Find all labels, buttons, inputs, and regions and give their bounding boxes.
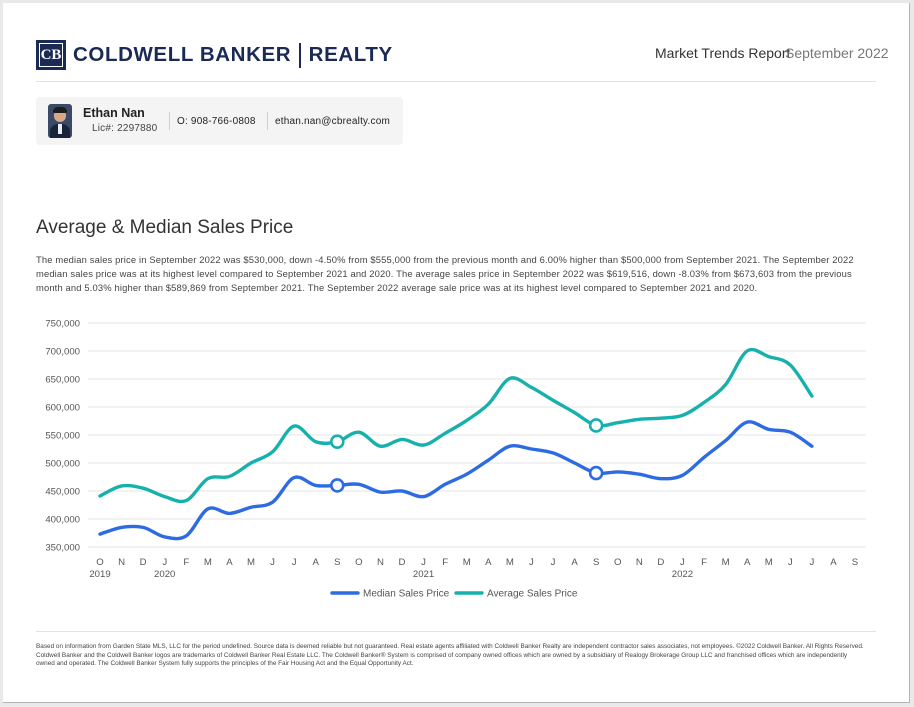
report-title: Market Trends Report (655, 45, 791, 61)
x-tick-label: F (701, 557, 707, 568)
x-tick-label: S (852, 557, 858, 568)
agent-license: Lic#: 2297880 (92, 123, 158, 134)
x-tick-label: A (226, 557, 233, 568)
y-tick-label: 550,000 (45, 431, 80, 442)
y-tick-label: 750,000 (45, 319, 80, 330)
agent-email[interactable]: ethan.nan@cbrealty.com (275, 116, 390, 127)
x-tick-label: A (571, 557, 578, 568)
y-tick-label: 450,000 (45, 487, 80, 498)
x-tick-label: J (788, 557, 793, 568)
cb-logo-icon: CB (36, 40, 66, 70)
x-tick-label: A (313, 557, 320, 568)
x-tick-label: A (744, 557, 751, 568)
header-divider (36, 81, 876, 82)
x-tick-label: J (270, 557, 275, 568)
highlight-point (329, 434, 345, 450)
x-tick-label: J (529, 557, 534, 568)
x-tick-label: F (183, 557, 189, 568)
legend-label: Median Sales Price (363, 589, 450, 600)
y-tick-label: 600,000 (45, 403, 80, 414)
section-title: Average & Median Sales Price (36, 217, 294, 238)
agent-phone[interactable]: O: 908-766-0808 (177, 116, 256, 127)
median-series-line (98, 420, 814, 541)
brand-name: COLDWELL BANKER (73, 43, 292, 66)
highlight-point (329, 478, 345, 493)
x-tick-label: M (722, 557, 730, 568)
highlight-point (588, 418, 604, 433)
brand-logo: CB COLDWELL BANKER REALTY (36, 39, 393, 71)
x-tick-label: N (118, 557, 125, 568)
report-date: September 2022 (785, 45, 889, 61)
x-tick-label: D (399, 557, 406, 568)
section-description: The median sales price in September 2022… (36, 254, 854, 293)
x-tick-label: A (485, 557, 492, 568)
x-tick-label: O (96, 557, 103, 568)
y-tick-label: 650,000 (45, 375, 80, 386)
agent-card: Ethan Nan Lic#: 2297880 O: 908-766-0808 … (36, 97, 403, 145)
x-tick-label: D (140, 557, 147, 568)
brand-subname: REALTY (308, 43, 393, 66)
x-tick-label: D (657, 557, 664, 568)
x-tick-label: J (292, 557, 297, 568)
x-tick-label: F (442, 557, 448, 568)
x-tick-label: J (809, 557, 814, 568)
x-tick-label: A (830, 557, 837, 568)
x-tick-label: S (334, 557, 340, 568)
y-tick-label: 400,000 (45, 515, 80, 526)
x-tick-label: O (355, 557, 362, 568)
footer-divider (36, 631, 876, 632)
x-tick-label: N (377, 557, 384, 568)
x-tick-label: M (204, 557, 212, 568)
x-tick-label: N (636, 557, 643, 568)
x-tick-label: M (463, 557, 471, 568)
x-year-label: 2019 (89, 569, 110, 580)
x-tick-label: J (551, 557, 556, 568)
y-tick-label: 500,000 (45, 459, 80, 470)
agent-name: Ethan Nan (83, 106, 145, 120)
y-tick-label: 350,000 (45, 543, 80, 554)
x-year-label: 2020 (154, 569, 175, 580)
x-year-label: 2021 (413, 569, 434, 580)
logo-mark: CB (40, 46, 62, 63)
x-tick-label: J (162, 557, 167, 568)
x-tick-label: J (680, 557, 685, 568)
x-tick-label: M (506, 557, 514, 568)
y-tick-label: 700,000 (45, 347, 80, 358)
x-year-label: 2022 (672, 569, 693, 580)
x-tick-label: O (614, 557, 621, 568)
agent-divider (169, 112, 170, 130)
brand-divider (299, 42, 301, 68)
legend-label: Average Sales Price (487, 589, 578, 600)
agent-avatar (48, 104, 72, 138)
average-series-line (98, 347, 814, 504)
x-tick-label: M (247, 557, 255, 568)
footer-disclaimer: Based on information from Garden State M… (36, 643, 864, 667)
agent-divider (267, 112, 268, 130)
x-tick-label: S (593, 557, 599, 568)
x-tick-label: J (421, 557, 426, 568)
x-tick-label: M (765, 557, 773, 568)
highlight-point (588, 465, 604, 481)
